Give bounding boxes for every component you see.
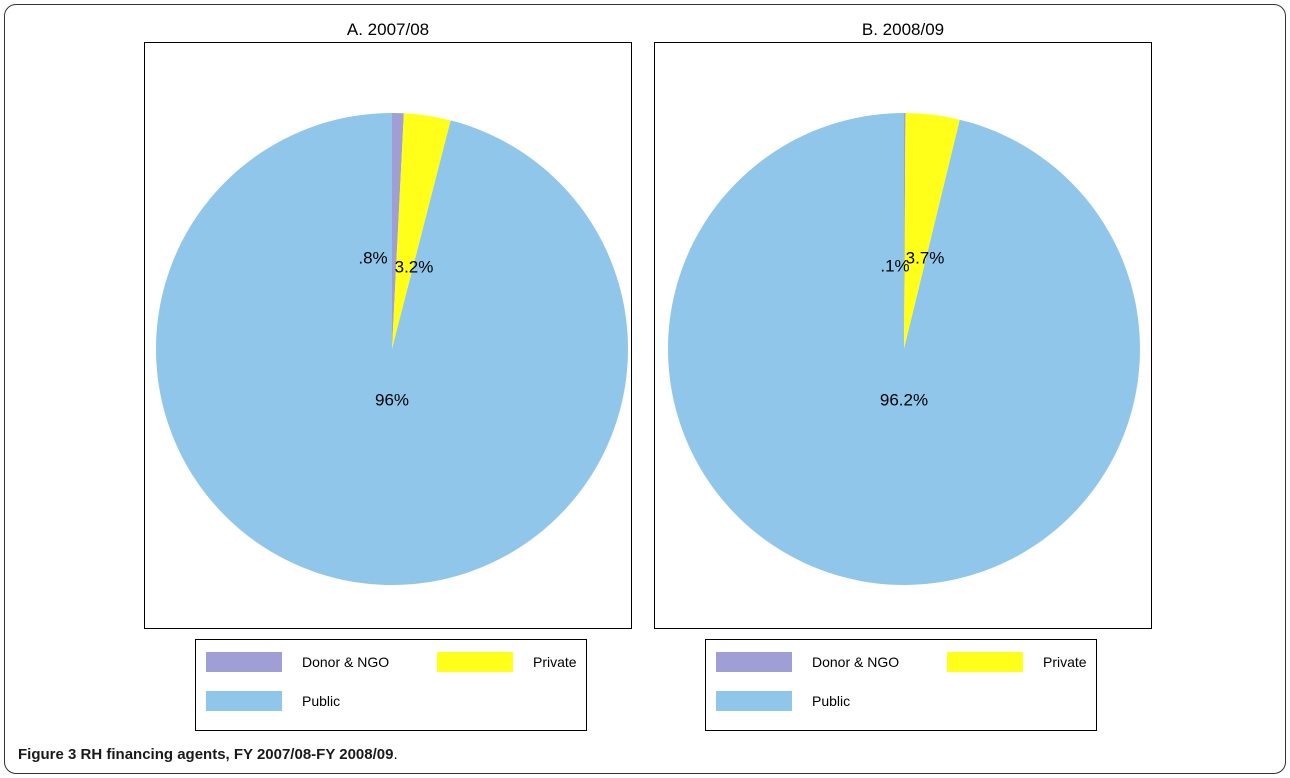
slice-label-private: 3.2% bbox=[395, 257, 434, 276]
figure-caption: Figure 3 RH financing agents, FY 2007/08… bbox=[18, 746, 398, 763]
slice-label-donor-ngo: .8% bbox=[358, 248, 387, 267]
chart-b-legend: Donor & NGO Private Public bbox=[705, 639, 1097, 731]
pie-slice-private bbox=[904, 113, 960, 349]
slice-label-public: 96% bbox=[375, 390, 409, 409]
caption-title: RH financing agents, FY 2007/08-FY 2008/… bbox=[80, 746, 394, 763]
slice-label-donor-ngo: .1% bbox=[880, 256, 909, 275]
chart-b-pie: .1%3.7% 96.2% bbox=[668, 113, 1140, 585]
chart-b-plot-area: .1% 3.7% 96.2% bbox=[654, 42, 1152, 629]
chart-a-pie: .8% 3.2% 96% bbox=[156, 113, 629, 585]
legend-swatch-private bbox=[437, 652, 513, 672]
pie-slice-public bbox=[668, 113, 1140, 585]
slice-label-private: 3.7% bbox=[906, 248, 945, 267]
chart-b-title: B. 2008/09 bbox=[861, 20, 945, 39]
legend-swatch-donor-ngo bbox=[206, 652, 282, 672]
figure-frame bbox=[4, 4, 1286, 774]
legend-label-public: Public bbox=[302, 693, 341, 709]
legend-label-public: Public bbox=[812, 693, 851, 709]
legend-label-donor-ngo: Donor & NGO bbox=[302, 654, 390, 670]
legend-label-donor-ngo: Donor & NGO bbox=[812, 654, 900, 670]
chart-a-title: A. 2007/08 bbox=[346, 20, 430, 39]
slice-label-public: 96.2% bbox=[880, 390, 928, 409]
legend-swatch-public bbox=[716, 691, 792, 711]
legend-swatch-public bbox=[206, 691, 282, 711]
chart-a-legend: Donor & NGO Private Public bbox=[195, 639, 587, 731]
pie-slice-public bbox=[156, 113, 629, 585]
chart-a-plot-area: .8% 3.2% 96% bbox=[144, 42, 632, 629]
caption-figure-label: Figure 3 bbox=[18, 746, 77, 763]
legend-label-private: Private bbox=[533, 654, 577, 670]
pie-slice-private bbox=[392, 113, 451, 349]
legend-label-private: Private bbox=[1043, 654, 1087, 670]
legend-swatch-donor-ngo bbox=[716, 652, 792, 672]
caption-end: . bbox=[393, 746, 398, 763]
pie-slice-donor-ngo bbox=[392, 113, 404, 349]
legend-swatch-private bbox=[947, 652, 1023, 672]
